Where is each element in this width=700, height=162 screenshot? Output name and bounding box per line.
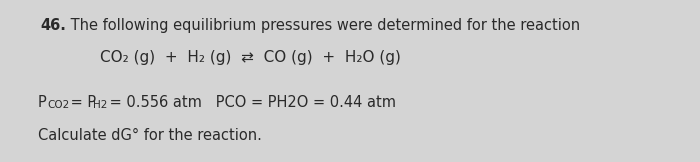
Text: CO₂ (g)  +  H₂ (g)  ⇄  CO (g)  +  H₂O (g): CO₂ (g) + H₂ (g) ⇄ CO (g) + H₂O (g) <box>100 50 401 65</box>
Text: = 0.556 atm   PCO = PH2O = 0.44 atm: = 0.556 atm PCO = PH2O = 0.44 atm <box>105 95 396 110</box>
Text: Calculate dG° for the reaction.: Calculate dG° for the reaction. <box>38 128 262 143</box>
Text: 46.: 46. <box>40 18 66 33</box>
Text: H2: H2 <box>93 100 107 110</box>
Text: The following equilibrium pressures were determined for the reaction: The following equilibrium pressures were… <box>66 18 580 33</box>
Text: P: P <box>38 95 47 110</box>
Text: CO2: CO2 <box>47 100 69 110</box>
Text: = P: = P <box>66 95 96 110</box>
